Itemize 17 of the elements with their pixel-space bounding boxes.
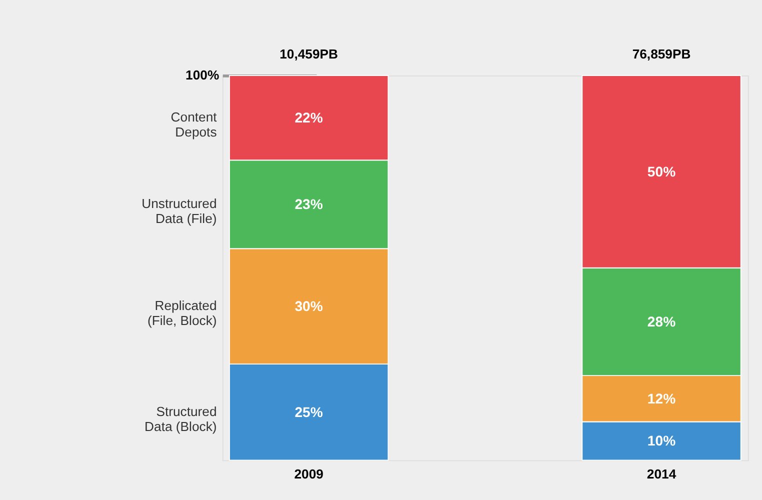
series-label: Content Depots <box>170 110 218 140</box>
data-label: 25% <box>294 404 324 420</box>
series-label: Structured Data (Block) <box>144 404 217 434</box>
series-label: Unstructured Data (File) <box>142 196 217 226</box>
data-label: 23% <box>294 196 324 212</box>
data-label: 50% <box>647 163 676 180</box>
series-label: Replicated (File, Block) <box>147 298 217 328</box>
text: 76,859PB <box>632 46 691 62</box>
data-label: 30% <box>294 298 324 314</box>
data-label: 22% <box>294 110 324 126</box>
data-label: 10% <box>647 432 676 449</box>
data-label: 28% <box>647 313 676 330</box>
data-label: 12% <box>647 390 676 406</box>
y-tick-label: 100% <box>186 68 220 83</box>
x-tick-label: 2009 <box>294 466 324 482</box>
x-tick-label: 2014 <box>646 466 677 482</box>
text: 10,459PB <box>280 46 338 62</box>
